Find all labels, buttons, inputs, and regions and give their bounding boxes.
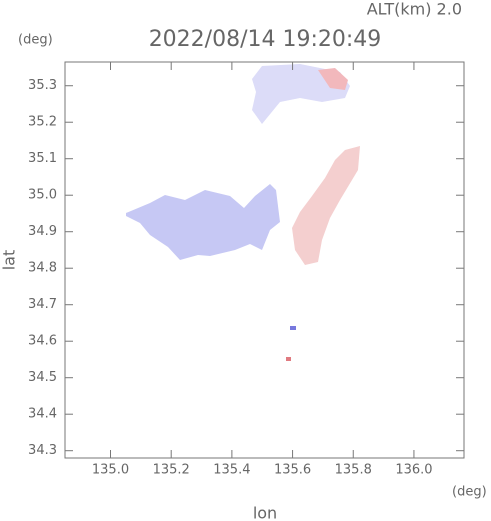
x-tick-label: 135.2	[153, 463, 190, 478]
x-tick-label: 135.8	[335, 463, 372, 478]
y-tick-label: 34.5	[28, 370, 57, 385]
y-tick-label: 34.4	[28, 407, 57, 422]
chart-title: 2022/08/14 19:20:49	[149, 27, 382, 52]
y-unit: (deg)	[18, 33, 53, 48]
positive-echo	[286, 357, 291, 361]
positive-echo	[292, 146, 360, 265]
y-tick-label: 35.0	[28, 188, 57, 203]
x-tick-label: 136.0	[395, 463, 432, 478]
y-tick-label: 35.1	[28, 151, 57, 166]
positive-echo	[318, 68, 348, 90]
echo-field	[126, 64, 360, 361]
x-axis-label: lon	[253, 504, 277, 521]
x-tick-label: 135.6	[274, 463, 311, 478]
y-tick-label: 35.2	[28, 115, 57, 130]
x-unit: (deg)	[452, 485, 487, 500]
y-tick-label: 34.6	[28, 334, 57, 349]
y-axis-label: lat	[0, 250, 19, 271]
x-tick-label: 135.0	[92, 463, 129, 478]
subtitle: ALT(km) 2.0	[367, 0, 462, 19]
x-tick-label: 135.4	[213, 463, 250, 478]
y-tick-label: 34.9	[28, 224, 57, 239]
y-tick-label: 34.3	[28, 443, 57, 458]
negative-echo	[290, 326, 296, 330]
y-tick-label: 35.3	[28, 78, 57, 93]
negative-echo	[126, 184, 280, 260]
y-tick-label: 34.8	[28, 261, 57, 276]
y-tick-label: 34.7	[28, 297, 57, 312]
plot-frame	[64, 61, 465, 459]
